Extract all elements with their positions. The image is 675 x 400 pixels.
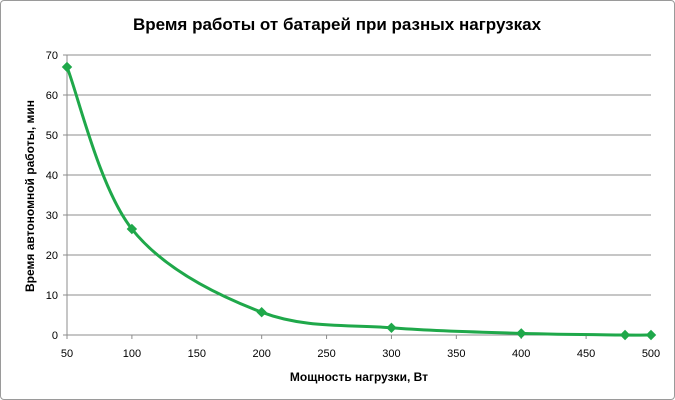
x-tick-label: 100 bbox=[123, 348, 141, 360]
y-tick-label: 40 bbox=[46, 170, 58, 182]
y-tick-label: 30 bbox=[46, 210, 58, 222]
y-tick-label: 0 bbox=[52, 330, 58, 342]
x-tick-label: 150 bbox=[188, 348, 206, 360]
data-point-marker bbox=[516, 328, 527, 339]
data-point-marker bbox=[61, 61, 73, 73]
x-tick-label: 400 bbox=[512, 348, 530, 360]
grid-layer bbox=[67, 54, 651, 296]
data-point-marker bbox=[126, 223, 138, 235]
y-tick-label: 10 bbox=[46, 290, 58, 302]
axis-layer bbox=[66, 55, 651, 336]
y-tick-label: 70 bbox=[46, 50, 58, 62]
data-point-marker bbox=[386, 322, 397, 334]
tick-layer: 0 10 20 30 40 50 60 70 50 100 150 200 250 300 350 400 45… bbox=[46, 50, 660, 360]
y-tick-label: 50 bbox=[46, 130, 58, 142]
series-layer bbox=[61, 61, 657, 341]
chart-title: Время работы от батарей при разных нагру… bbox=[133, 15, 542, 34]
x-tick-label: 250 bbox=[317, 348, 335, 360]
y-tick-label: 20 bbox=[46, 250, 58, 262]
data-point-marker bbox=[256, 306, 267, 318]
x-tick-label: 350 bbox=[447, 348, 465, 360]
x-tick-label: 50 bbox=[61, 348, 73, 360]
x-tick-label: 500 bbox=[642, 348, 660, 360]
x-tick-label: 200 bbox=[252, 348, 270, 360]
data-point-marker bbox=[619, 329, 631, 341]
x-tick-label: 300 bbox=[382, 348, 400, 360]
data-point-marker bbox=[645, 329, 657, 341]
x-axis-label: Мощность нагрузки, Вт bbox=[290, 370, 428, 384]
y-axis-label: Время автономной работы, мин bbox=[23, 100, 37, 292]
series-line bbox=[65, 65, 653, 337]
y-tick-label: 60 bbox=[46, 90, 58, 102]
x-tick-label: 450 bbox=[577, 348, 595, 360]
